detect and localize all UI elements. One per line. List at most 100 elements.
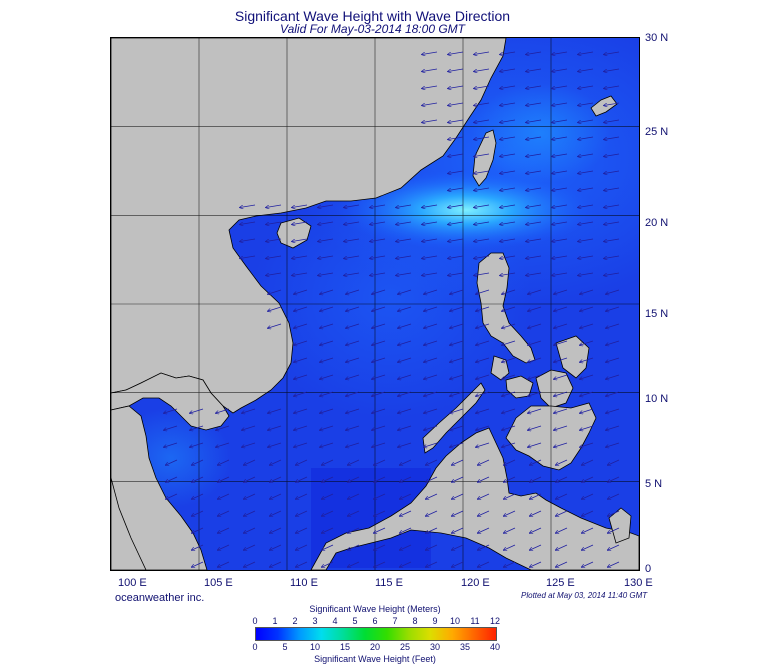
wave-arrow [502, 408, 516, 413]
wave-arrow [556, 476, 568, 482]
wave-arrow [370, 204, 386, 207]
wave-arrow [320, 442, 334, 447]
wave-arrow [400, 544, 412, 550]
wave-arrow [398, 408, 412, 413]
wave-arrow [452, 493, 464, 499]
wave-arrow [218, 510, 230, 516]
wave-arrow [424, 340, 438, 345]
wave-arrow [578, 102, 594, 105]
hainan [276, 217, 312, 249]
wave-arrow [580, 306, 594, 311]
wave-arrow [554, 374, 568, 379]
wave-arrow [608, 476, 620, 482]
wave-arrow [478, 510, 490, 516]
wave-arrow [344, 272, 360, 275]
wave-arrow [244, 527, 256, 533]
wave-arrow [604, 187, 620, 190]
meters-tick-label: 10 [449, 616, 461, 626]
wave-arrow [452, 510, 464, 516]
wave-arrow [504, 561, 516, 567]
wave-arrow [374, 510, 386, 516]
wave-arrow [166, 493, 178, 499]
wave-arrow [554, 289, 568, 294]
wave-arrow [606, 425, 620, 430]
wave-arrow [528, 425, 542, 430]
wave-arrow [582, 476, 594, 482]
wave-arrow [426, 527, 438, 533]
wave-arrow [422, 221, 438, 224]
wave-arrow [604, 204, 620, 207]
wave-arrow [294, 374, 308, 379]
wave-arrow [426, 476, 438, 482]
wave-arrow [398, 289, 412, 294]
wave-arrow [218, 476, 230, 482]
wave-arrow [216, 425, 230, 430]
wave-arrow [474, 68, 490, 71]
wave-arrow [604, 68, 620, 71]
colorbar-title-meters: Significant Wave Height (Meters) [309, 604, 441, 614]
taiwan [472, 129, 497, 187]
wave-arrow [500, 68, 516, 71]
wave-arrow [320, 374, 334, 379]
wave-arrow [580, 442, 594, 447]
wave-arrow [322, 510, 334, 516]
wave-arrow [604, 170, 620, 173]
wave-arrow [396, 238, 412, 241]
wave-arrow [530, 476, 542, 482]
lon-label-115e: 115 E [375, 577, 403, 589]
wave-arrow [448, 119, 464, 122]
wave-arrow [526, 238, 542, 241]
wave-map [110, 37, 640, 571]
wave-arrow [578, 153, 594, 156]
wave-arrow [346, 340, 360, 345]
wave-arrow [292, 204, 308, 207]
colorbar-title-feet: Significant Wave Height (Feet) [314, 654, 436, 664]
wave-arrow [398, 357, 412, 362]
wave-arrow [504, 510, 516, 516]
wave-arrow [320, 289, 334, 294]
chart-title: Significant Wave Height with Wave Direct… [234, 8, 511, 24]
wave-arrow [606, 340, 620, 345]
wave-arrow [606, 374, 620, 379]
wave-arrow [578, 204, 594, 207]
wave-arrow [320, 357, 334, 362]
wave-arrow [528, 306, 542, 311]
wave-arrow [478, 459, 490, 465]
wave-arrow [578, 119, 594, 122]
wave-arrow [296, 459, 308, 465]
wave-arrow [422, 85, 438, 88]
wave-arrow [244, 544, 256, 550]
wave-arrow [606, 289, 620, 294]
lat-label-30n: 30 N [645, 32, 669, 44]
wave-arrow [398, 374, 412, 379]
wave-arrow [530, 459, 542, 465]
wave-arrow [292, 255, 308, 258]
wave-arrow [448, 68, 464, 71]
wave-arrow [474, 85, 490, 88]
meters-tick-label: 9 [432, 616, 438, 626]
wave-arrow [448, 187, 464, 190]
wave-arrow [582, 561, 594, 567]
wave-arrow [554, 306, 568, 311]
wave-arrow [500, 119, 516, 122]
wave-arrow [604, 51, 620, 54]
wave-arrow [606, 391, 620, 396]
wave-arrow [192, 510, 204, 516]
wave-arrow [504, 544, 516, 550]
wave-arrow [422, 238, 438, 241]
wave-arrow [374, 493, 386, 499]
wave-arrow [500, 187, 516, 190]
lat-label-15n: 15 N [645, 308, 669, 320]
wave-arrow [448, 255, 464, 258]
wave-arrow [320, 340, 334, 345]
wave-arrow [582, 459, 594, 465]
wave-arrow [372, 357, 386, 362]
wave-arrow [578, 272, 594, 275]
wave-arrow [504, 527, 516, 533]
wave-arrow [396, 255, 412, 258]
wave-arrow [502, 357, 516, 362]
wave-arrow [422, 255, 438, 258]
wave-arrow [396, 204, 412, 207]
wave-arrow [348, 510, 360, 516]
wave-arrow [190, 425, 204, 430]
